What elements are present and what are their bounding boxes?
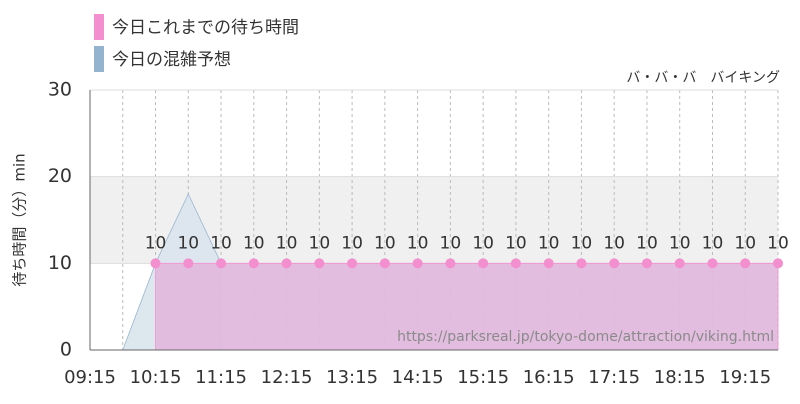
x-tick-label: 15:15: [457, 367, 509, 388]
value-label: 10: [505, 233, 527, 253]
y-tick-label: 30: [48, 79, 72, 101]
y-tick-label: 20: [48, 165, 72, 187]
value-label: 10: [177, 233, 199, 253]
point: [773, 258, 783, 269]
value-label: 10: [276, 233, 298, 253]
y-tick-label: 0: [60, 339, 72, 361]
point: [445, 258, 456, 269]
point: [379, 258, 390, 269]
point: [248, 258, 259, 269]
point: [314, 258, 325, 269]
x-tick-label: 12:15: [261, 367, 313, 388]
point: [183, 258, 194, 269]
x-tick-label: 11:15: [195, 367, 247, 388]
value-label: 10: [440, 233, 462, 253]
value-label: 10: [767, 233, 789, 253]
x-tick-label: 18:15: [654, 367, 706, 388]
watermark: https://parksreal.jp/tokyo-dome/attracti…: [397, 329, 774, 345]
value-label: 10: [472, 233, 494, 253]
value-label: 10: [702, 233, 724, 253]
value-label: 10: [145, 233, 167, 253]
point: [150, 258, 161, 269]
x-tick-label: 13:15: [326, 367, 378, 388]
value-label: 10: [636, 233, 658, 253]
x-tick-label: 19:15: [719, 367, 771, 388]
point: [347, 258, 358, 269]
value-label: 10: [407, 233, 429, 253]
point: [412, 258, 423, 269]
x-tick-label: 09:15: [64, 367, 116, 388]
y-axis-label: 待ち時間（分）min: [11, 153, 29, 286]
point: [216, 258, 227, 269]
point: [740, 258, 751, 269]
point: [478, 258, 489, 269]
value-label: 10: [210, 233, 232, 253]
point: [576, 258, 587, 269]
value-label: 10: [374, 233, 396, 253]
value-label: 10: [309, 233, 331, 253]
value-label: 10: [571, 233, 593, 253]
x-tick-label: 10:15: [130, 367, 182, 388]
point: [510, 258, 521, 269]
value-label: 10: [603, 233, 625, 253]
legend-label: 今日これまでの待ち時間: [112, 18, 299, 38]
point: [543, 258, 554, 269]
legend-swatch: [94, 46, 104, 72]
point: [609, 258, 620, 269]
point: [674, 258, 685, 269]
y-tick-label: 10: [48, 252, 72, 274]
value-label: 10: [341, 233, 363, 253]
value-label: 10: [734, 233, 756, 253]
legend-swatch: [94, 14, 104, 40]
legend-label: 今日の混雑予想: [112, 50, 231, 70]
point: [641, 258, 652, 269]
value-label: 10: [538, 233, 560, 253]
x-tick-label: 16:15: [523, 367, 575, 388]
value-label: 10: [669, 233, 691, 253]
x-tick-label: 14:15: [392, 367, 444, 388]
value-label: 10: [243, 233, 265, 253]
chart-title: バ・バ・バ バイキング: [626, 70, 780, 86]
point: [281, 258, 292, 269]
x-tick-label: 17:15: [588, 367, 640, 388]
point: [707, 258, 718, 269]
